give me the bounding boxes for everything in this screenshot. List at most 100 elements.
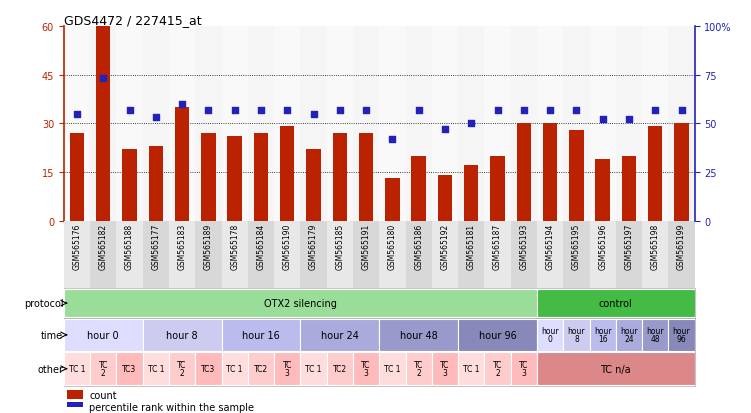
Bar: [438, 176, 452, 221]
Text: hour 16: hour 16: [242, 330, 280, 340]
Bar: [122, 150, 137, 221]
Point: [571, 107, 583, 114]
Bar: [143, 27, 169, 221]
Point: [597, 117, 609, 123]
Bar: [195, 353, 222, 385]
Text: GSM565181: GSM565181: [467, 223, 475, 269]
Point: [228, 107, 240, 114]
Bar: [70, 134, 84, 221]
Bar: [116, 27, 143, 221]
Bar: [616, 221, 642, 289]
Bar: [64, 289, 537, 318]
Bar: [563, 221, 590, 289]
Point: [255, 107, 267, 114]
Bar: [353, 221, 379, 289]
Bar: [590, 221, 616, 289]
Text: TC 1: TC 1: [463, 364, 479, 373]
Text: TC 1: TC 1: [385, 364, 400, 373]
Point: [308, 111, 320, 118]
Point: [649, 107, 661, 114]
Bar: [590, 27, 616, 221]
Bar: [67, 390, 83, 399]
Text: GDS4472 / 227415_at: GDS4472 / 227415_at: [64, 14, 201, 27]
Bar: [327, 27, 353, 221]
Text: TC2: TC2: [333, 364, 347, 373]
Text: GSM565180: GSM565180: [388, 223, 397, 269]
Bar: [90, 221, 116, 289]
Bar: [537, 27, 563, 221]
Point: [334, 107, 346, 114]
Bar: [668, 27, 695, 221]
Bar: [274, 353, 300, 385]
Bar: [537, 221, 563, 289]
Text: TC
2: TC 2: [493, 361, 502, 377]
Text: other: other: [38, 364, 63, 374]
Bar: [537, 289, 695, 318]
Text: GSM565198: GSM565198: [651, 223, 659, 269]
Text: TC 1: TC 1: [227, 364, 243, 373]
Text: GSM565196: GSM565196: [599, 223, 607, 269]
Text: GSM565189: GSM565189: [204, 223, 213, 269]
Text: GSM565192: GSM565192: [441, 223, 449, 269]
Bar: [511, 221, 537, 289]
Text: control: control: [599, 298, 632, 309]
Bar: [412, 156, 426, 221]
Bar: [569, 131, 584, 221]
Bar: [64, 221, 90, 289]
Text: hour 24: hour 24: [321, 330, 359, 340]
Bar: [537, 319, 563, 351]
Text: GSM565179: GSM565179: [309, 223, 318, 269]
Text: GSM565195: GSM565195: [572, 223, 581, 269]
Text: hour
48: hour 48: [647, 327, 664, 344]
Bar: [596, 159, 610, 221]
Bar: [616, 319, 642, 351]
Text: GSM565184: GSM565184: [257, 223, 265, 269]
Text: GSM565182: GSM565182: [99, 223, 107, 269]
Text: TC 1: TC 1: [148, 364, 164, 373]
Point: [387, 136, 399, 143]
Text: TC 1: TC 1: [69, 364, 85, 373]
Bar: [590, 319, 616, 351]
Text: GSM565178: GSM565178: [231, 223, 239, 269]
Text: percentile rank within the sample: percentile rank within the sample: [89, 402, 254, 412]
Text: GSM565177: GSM565177: [152, 223, 160, 269]
Text: GSM565194: GSM565194: [546, 223, 554, 269]
Bar: [668, 319, 695, 351]
Text: hour 0: hour 0: [87, 330, 119, 340]
Bar: [484, 221, 511, 289]
Text: TC
2: TC 2: [98, 361, 108, 377]
Bar: [616, 27, 642, 221]
Point: [623, 117, 635, 123]
Bar: [280, 127, 294, 221]
Bar: [222, 27, 248, 221]
Bar: [379, 353, 406, 385]
Bar: [195, 221, 222, 289]
Bar: [201, 134, 216, 221]
Bar: [517, 124, 531, 221]
Text: hour
24: hour 24: [620, 327, 638, 344]
Text: TC
2: TC 2: [177, 361, 187, 377]
Bar: [64, 27, 90, 221]
Text: TC 1: TC 1: [306, 364, 321, 373]
Text: TC
2: TC 2: [414, 361, 424, 377]
Bar: [274, 221, 300, 289]
Text: GSM565193: GSM565193: [520, 223, 528, 269]
Bar: [642, 27, 668, 221]
Bar: [668, 221, 695, 289]
Bar: [248, 27, 274, 221]
Text: hour
96: hour 96: [673, 327, 690, 344]
Text: GSM565183: GSM565183: [178, 223, 186, 269]
Bar: [228, 137, 242, 221]
Point: [492, 107, 504, 114]
Bar: [379, 27, 406, 221]
Bar: [458, 319, 537, 351]
Bar: [353, 353, 379, 385]
Bar: [254, 134, 268, 221]
Bar: [432, 221, 458, 289]
Bar: [359, 134, 373, 221]
Text: hour
16: hour 16: [594, 327, 611, 344]
Bar: [300, 353, 327, 385]
Bar: [642, 221, 668, 289]
Bar: [116, 353, 143, 385]
Bar: [222, 319, 300, 351]
